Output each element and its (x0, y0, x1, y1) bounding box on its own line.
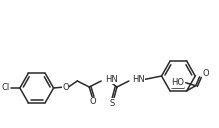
Text: HO: HO (171, 78, 184, 87)
Text: HN: HN (132, 74, 145, 83)
Text: O: O (203, 69, 209, 78)
Text: O: O (90, 98, 97, 106)
Text: S: S (109, 99, 115, 108)
Text: Cl: Cl (2, 83, 10, 93)
Text: O: O (62, 83, 69, 92)
Text: HN: HN (105, 74, 118, 83)
